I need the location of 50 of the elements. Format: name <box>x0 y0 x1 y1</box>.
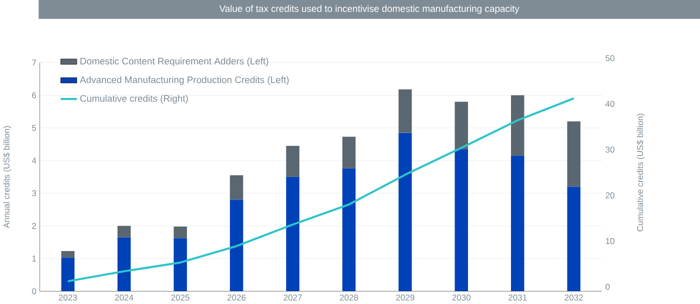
y-axis-title: Annual credits (US$ billion) <box>3 126 12 228</box>
bar <box>398 90 412 133</box>
y-tick-label: 7 <box>32 60 36 66</box>
bar <box>510 95 524 156</box>
bar <box>286 177 300 292</box>
x-tick-label: 2031 <box>508 294 527 301</box>
legend-label: Cumulative credits (Right) <box>80 94 188 104</box>
x-tick-label: 2028 <box>340 294 358 301</box>
bar <box>230 175 244 200</box>
bar <box>510 156 524 292</box>
y2-tick-label: 50 <box>606 55 614 62</box>
x-tick-label: 2027 <box>284 294 302 301</box>
chart-title: Value of tax credits used to incentivise domestic manufacturing capacity <box>219 5 520 14</box>
x-tick-label: 2030 <box>452 294 471 301</box>
legend-label: Domestic Content Requirement Adders (Left) <box>80 58 268 66</box>
bar <box>454 149 468 292</box>
bar <box>398 132 412 292</box>
bar <box>342 136 356 169</box>
bar <box>61 251 75 258</box>
bar <box>454 102 468 150</box>
bar <box>174 226 187 238</box>
y2-tick-label: 0 <box>606 284 610 290</box>
y-tick-label: 6 <box>32 92 36 98</box>
bar <box>230 200 244 292</box>
bar <box>286 146 300 178</box>
y-tick-label: 3 <box>32 190 36 196</box>
bar <box>61 258 75 292</box>
x-tick-label: 2032 <box>564 294 583 301</box>
y-tick-label: 1 <box>32 256 36 262</box>
x-tick-label: 2023 <box>58 294 77 301</box>
y2-tick-label: 10 <box>606 238 614 244</box>
x-tick-label: 2026 <box>228 294 246 301</box>
legend-label: Advanced Manufacturing Production Credits (Left) <box>80 76 289 86</box>
y-tick-label: 4 <box>32 158 36 164</box>
y2-tick-label: 40 <box>605 100 614 108</box>
x-tick-label: 2024 <box>115 294 134 301</box>
bar <box>174 238 187 292</box>
bar <box>567 122 580 187</box>
y2-tick-label: 20 <box>606 192 614 198</box>
bar <box>342 168 356 292</box>
y-tick-label: 5 <box>32 125 36 132</box>
y2-axis-title: Cumulative credits (US$ billion) <box>636 114 645 232</box>
x-tick-label: 2025 <box>171 294 190 301</box>
x-tick-label: 2029 <box>396 294 414 301</box>
y2-tick-label: 30 <box>606 146 614 153</box>
y-tick-label: 2 <box>32 223 36 229</box>
y-tick-label: 0 <box>32 288 36 294</box>
bar <box>117 237 131 292</box>
bar <box>567 186 580 292</box>
bar <box>117 226 131 238</box>
